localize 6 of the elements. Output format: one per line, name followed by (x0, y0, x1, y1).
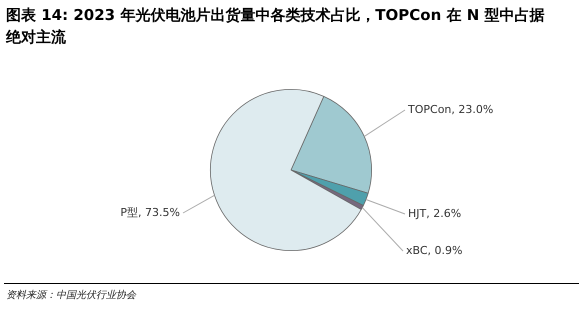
slice-label: xBC, 0.9% (406, 244, 462, 257)
chart-title: 图表 14: 2023 年光伏电池片出货量中各类技术占比，TOPCon 在 N 型中占据绝对主流 (6, 5, 546, 48)
slice-label: P型, 73.5% (120, 206, 180, 219)
slice-label: HJT, 2.6% (408, 206, 462, 220)
slice-label: TOPCon, 23.0% (407, 102, 494, 116)
text: 资料来源：中国光伏行业协会 (6, 288, 136, 302)
